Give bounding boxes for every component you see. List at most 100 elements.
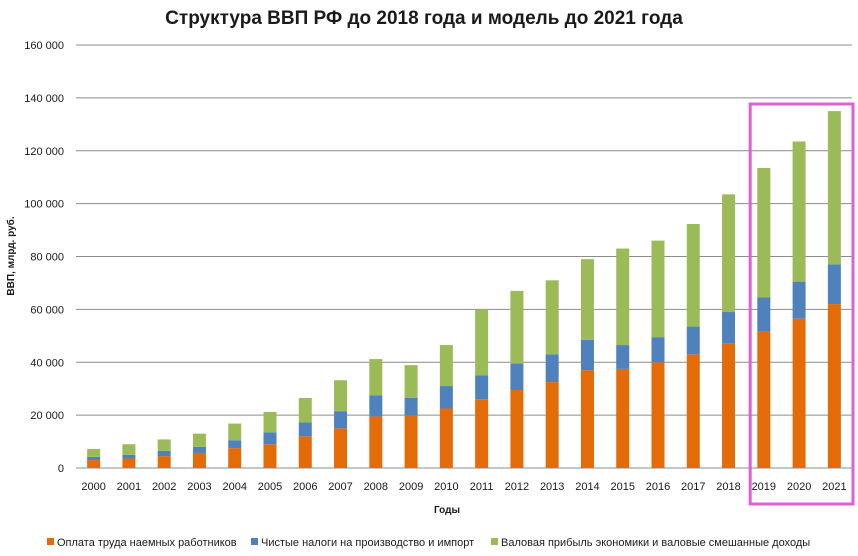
bar-segment-2-2003 (192, 446, 206, 453)
y-tick-label: 40 000 (30, 357, 64, 369)
bar-segment-1-2007 (334, 428, 348, 468)
bar-segment-1-2013 (545, 382, 559, 468)
bar-segment-3-2015 (616, 248, 630, 346)
legend-swatch (251, 538, 258, 545)
bar-segment-1-2000 (87, 460, 101, 468)
x-tick-label: 2018 (716, 481, 740, 493)
bar-segment-2-2007 (334, 411, 348, 429)
x-tick-label: 2013 (540, 481, 564, 493)
bar-segment-3-2021 (827, 111, 841, 265)
bar-segment-2-2012 (510, 363, 524, 391)
x-tick-label: 2006 (293, 481, 317, 493)
y-tick-label: 120 000 (24, 146, 64, 158)
bar-segment-3-2003 (192, 433, 206, 447)
bar-segment-2-2020 (792, 281, 806, 319)
x-tick-label: 2010 (434, 481, 458, 493)
bar-segment-3-2007 (334, 380, 348, 412)
bar-segment-3-2019 (757, 167, 771, 298)
bar-segment-1-2012 (510, 390, 524, 468)
x-tick-labels: 2000 2001 2002 2003 2004 2005 2006 2007 2008 2009… (81, 481, 846, 493)
bar-segment-1-2003 (192, 452, 206, 468)
bar-segment-3-2017 (686, 223, 700, 327)
legend-label: Оплата труда наемных работников (57, 537, 237, 549)
bar-segment-2-2002 (157, 450, 171, 457)
bar-segment-2-2015 (616, 345, 630, 369)
bar-segment-2-2001 (122, 454, 136, 459)
bar-segment-1-2011 (475, 399, 489, 468)
legend-swatch (491, 538, 498, 545)
x-tick-label: 2000 (81, 481, 105, 493)
bar-segment-3-2013 (545, 280, 559, 355)
y-tick-label: 160 000 (24, 40, 64, 52)
bar-segment-2-2008 (369, 395, 383, 417)
x-tick-label: 2011 (470, 481, 494, 493)
bar-segment-1-2002 (157, 456, 171, 468)
bars (87, 111, 841, 468)
y-tick-label: 20 000 (30, 410, 64, 422)
bar-segment-3-2011 (475, 309, 489, 376)
bar-segment-1-2006 (298, 436, 312, 468)
bar-segment-2-2006 (298, 422, 312, 437)
x-tick-label: 2012 (505, 481, 529, 493)
bar-segment-1-2019 (757, 331, 771, 468)
bar-segment-3-2014 (580, 259, 594, 340)
x-tick-label: 2015 (610, 481, 634, 493)
bar-segment-2-2010 (439, 386, 453, 409)
forecast-highlight-box (748, 102, 855, 506)
gridlines (76, 44, 852, 469)
bar-segment-1-2017 (686, 354, 700, 468)
bar-segment-3-2009 (404, 365, 418, 398)
bar-segment-3-2016 (651, 240, 665, 338)
x-tick-label: 2009 (399, 481, 423, 493)
bar-segment-2-2000 (87, 456, 101, 461)
y-tick-label: 0 (58, 463, 64, 475)
bar-segment-2-2016 (651, 337, 665, 363)
bar-segment-3-2010 (439, 345, 453, 387)
bar-segment-3-2018 (722, 194, 736, 313)
chart-title: Структура ВВП РФ до 2018 года и модель д… (165, 8, 683, 29)
y-tick-label: 80 000 (30, 252, 64, 264)
x-tick-label: 2008 (364, 481, 388, 493)
legend-label: Валовая прибыль экономики и валовые смеш… (501, 537, 810, 549)
x-tick-label: 2004 (222, 481, 246, 493)
legend-label: Чистые налоги на производство и импорт (261, 537, 474, 549)
bar-segment-3-2004 (228, 423, 242, 441)
bar-segment-3-2012 (510, 290, 524, 364)
x-axis-label: Годы (434, 505, 460, 516)
bar-segment-2-2019 (757, 297, 771, 332)
bar-segment-3-2020 (792, 141, 806, 282)
bar-segment-3-2002 (157, 439, 171, 451)
x-tick-label: 2002 (152, 481, 176, 493)
bar-segment-2-2018 (722, 312, 736, 344)
bar-segment-1-2004 (228, 448, 242, 468)
legend-swatch (47, 538, 54, 545)
bar-segment-1-2020 (792, 318, 806, 468)
y-tick-label: 60 000 (30, 304, 64, 316)
bar-segment-3-2000 (87, 448, 101, 457)
x-tick-label: 2003 (187, 481, 211, 493)
bar-segment-3-2001 (122, 444, 136, 455)
bar-segment-1-2009 (404, 415, 418, 468)
bar-segment-1-2015 (616, 368, 630, 468)
bar-segment-3-2006 (298, 397, 312, 423)
y-axis-label: ВВП, млрд. руб. (5, 216, 17, 295)
x-tick-label: 2014 (575, 481, 599, 493)
bar-segment-1-2010 (439, 408, 453, 468)
legend: Оплата труда наемных работников Чистые на… (47, 537, 810, 549)
y-tick-labels: 0 20 000 40 000 60 000 80 000 100 000 120 000 1… (24, 40, 64, 475)
x-tick-label: 2021 (822, 481, 846, 493)
x-tick-label: 2005 (258, 481, 282, 493)
y-tick-label: 140 000 (24, 93, 64, 105)
bar-segment-1-2005 (263, 444, 277, 468)
bar-segment-3-2005 (263, 411, 277, 433)
bar-segment-1-2014 (580, 370, 594, 468)
bar-segment-2-2013 (545, 354, 559, 383)
bar-segment-2-2021 (827, 264, 841, 305)
bar-segment-1-2018 (722, 343, 736, 468)
x-tick-label: 2019 (752, 481, 776, 493)
bar-segment-1-2021 (827, 304, 841, 468)
bar-segment-3-2008 (369, 359, 383, 396)
x-tick-label: 2017 (681, 481, 705, 493)
bar-segment-1-2001 (122, 458, 136, 468)
